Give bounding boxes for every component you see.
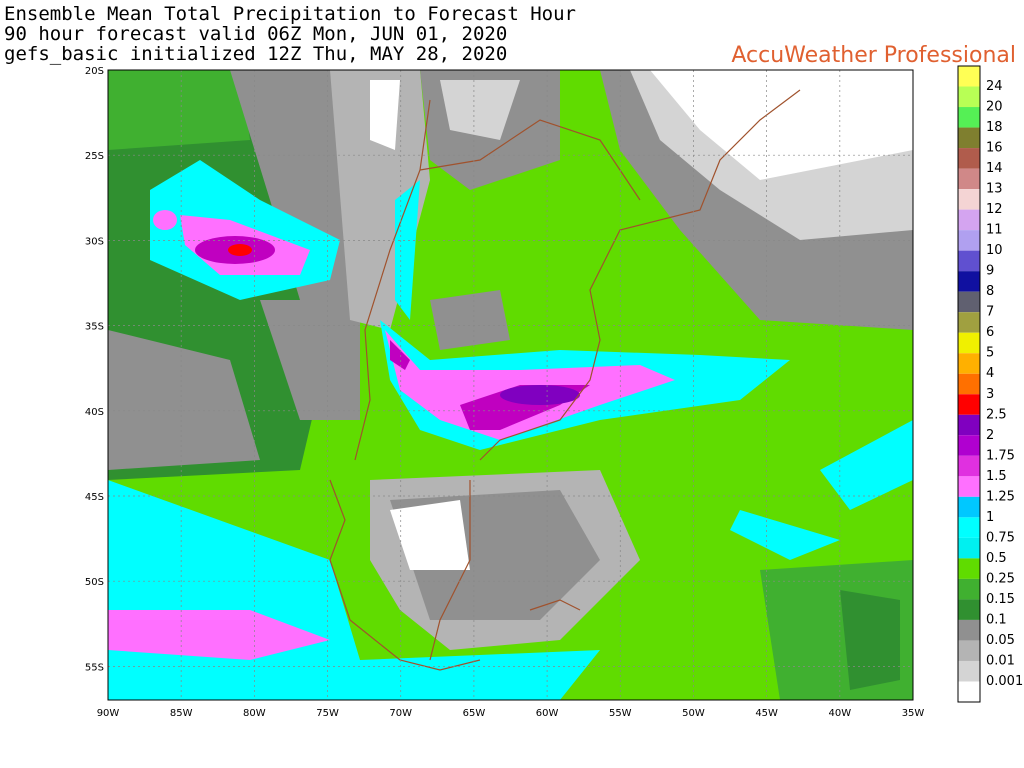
colorbar: 24 20 18 16 14 13 12 11 10 9 8 7 6 5 4 3 2.5 2 1.75 1.5 1.25… — [957, 65, 1023, 703]
color-box — [958, 537, 980, 559]
color-box — [958, 373, 980, 395]
legend-label: 0.01 — [986, 653, 1015, 668]
lon-label: 40W — [829, 708, 852, 719]
lat-label: 45S — [85, 492, 104, 503]
colorbar-frame — [957, 65, 981, 703]
color-box — [958, 414, 980, 436]
color-box — [958, 312, 980, 333]
color-box — [958, 435, 980, 456]
color-box — [958, 127, 980, 149]
lon-label: 50W — [682, 708, 705, 719]
legend-label: 7 — [986, 305, 994, 320]
lon-label: 80W — [243, 708, 266, 719]
color-box — [958, 394, 980, 415]
legend-label: 9 — [986, 264, 994, 279]
lat-label: 55S — [85, 662, 104, 673]
color-box — [958, 86, 980, 108]
legend-label: 1 — [986, 510, 994, 525]
brand: AccuWeather Professional — [731, 43, 1016, 68]
color-box — [958, 660, 980, 682]
legend-label: 1.75 — [986, 448, 1015, 463]
legend-label: 2 — [986, 428, 994, 443]
legend-label: 1.25 — [986, 489, 1015, 504]
legend-label: 1.5 — [986, 469, 1007, 484]
grid: 90W 85W 80W 75W 70W 65W 60W 55W 50W 45W 40W 35W 20S 2… — [85, 66, 924, 719]
color-box — [958, 578, 980, 600]
precip-field — [108, 70, 913, 700]
color-box — [958, 558, 980, 579]
lat-label: 50S — [85, 577, 104, 588]
lon-label: 75W — [316, 708, 339, 719]
legend-label: 4 — [986, 366, 994, 381]
legend-label: 0.25 — [986, 571, 1015, 586]
legend-label: 12 — [986, 202, 1003, 217]
title-line: gefs_basic initialized 12Z Thu, MAY 28, … — [4, 43, 507, 65]
color-box — [958, 271, 980, 292]
color-box — [958, 496, 980, 518]
lon-label: 35W — [902, 708, 925, 719]
color-box — [958, 291, 980, 313]
legend-label: 16 — [986, 141, 1003, 156]
color-box — [958, 209, 980, 231]
color-box — [958, 148, 980, 169]
map-frame — [107, 69, 914, 701]
legend-label: 0.75 — [986, 530, 1015, 545]
lon-label: 60W — [536, 708, 559, 719]
lon-label: 90W — [97, 708, 120, 719]
legend-label: 24 — [986, 79, 1003, 94]
lon-label: 65W — [463, 708, 486, 719]
legend-label: 0.15 — [986, 592, 1015, 607]
color-box — [958, 332, 980, 354]
legend-label: 6 — [986, 325, 994, 340]
lon-label: 55W — [609, 708, 632, 719]
legend-label: 8 — [986, 284, 994, 299]
legend-label: 0.1 — [986, 612, 1007, 627]
color-box — [958, 189, 980, 210]
legend-label: 0.001 — [986, 674, 1023, 689]
lat-label: 40S — [85, 407, 104, 418]
color-box — [958, 455, 980, 477]
legend-label: 5 — [986, 346, 994, 361]
legend-label: 3 — [986, 387, 994, 402]
legend-label: 2.5 — [986, 407, 1007, 422]
color-box — [958, 66, 980, 87]
title-line: Ensemble Mean Total Precipitation to For… — [4, 3, 576, 25]
legend-label: 18 — [986, 120, 1003, 135]
legend-label: 20 — [986, 100, 1003, 115]
color-box — [958, 230, 980, 251]
color-box — [958, 107, 980, 128]
lon-label: 85W — [170, 708, 193, 719]
color-box — [958, 599, 980, 620]
legend-label: 11 — [986, 223, 1003, 238]
color-box — [958, 619, 980, 641]
legend-label: 10 — [986, 243, 1003, 258]
legend-label: 13 — [986, 182, 1003, 197]
lon-label: 70W — [389, 708, 412, 719]
color-box — [958, 517, 980, 538]
legend-label: 0.5 — [986, 551, 1007, 566]
color-box — [958, 640, 980, 661]
legend-label: 0.05 — [986, 633, 1015, 648]
lon-label: 45W — [755, 708, 778, 719]
lat-label: 30S — [85, 236, 104, 247]
legend-label: 14 — [986, 161, 1003, 176]
color-box — [958, 476, 980, 497]
color-box — [958, 168, 980, 190]
color-box — [958, 353, 980, 374]
color-box — [958, 681, 980, 702]
title-line: 90 hour forecast valid 06Z Mon, JUN 01, … — [4, 23, 507, 45]
lat-label: 20S — [85, 66, 104, 77]
lat-label: 25S — [85, 151, 104, 162]
lat-label: 35S — [85, 322, 104, 333]
color-box — [958, 250, 980, 272]
